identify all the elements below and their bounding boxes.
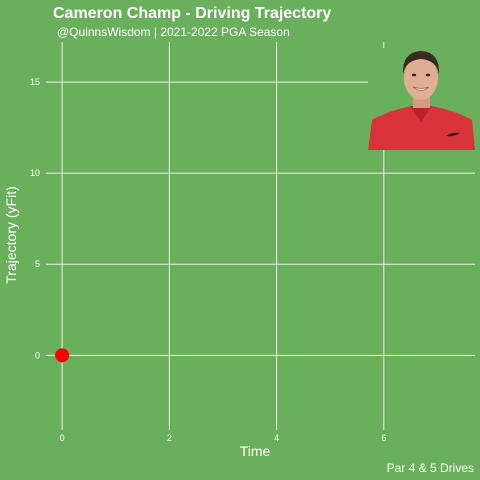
eye-shape (411, 73, 417, 77)
shirt-shape (368, 106, 475, 150)
x-tick-label: 0 (60, 433, 65, 443)
y-tick-label: 10 (30, 168, 40, 178)
y-tick-label: 5 (35, 259, 40, 269)
collar-shape (410, 106, 432, 122)
chart-caption: Par 4 & 5 Drives (387, 461, 474, 475)
y-axis-title: Trajectory (yFit) (3, 186, 19, 283)
y-tick-label: 15 (30, 77, 40, 87)
logo-mark (446, 132, 460, 137)
x-tick-label: 4 (274, 433, 279, 443)
smile-shape (412, 86, 430, 91)
player-headshot (368, 48, 475, 150)
face-shape (404, 56, 438, 100)
data-point (55, 348, 70, 363)
x-tick-label: 6 (381, 433, 386, 443)
y-tick-label: 0 (35, 350, 40, 360)
tick-labels: 0 2 4 6 0 5 10 15 (30, 77, 386, 443)
data-points (55, 348, 70, 363)
hair-shape (402, 51, 440, 74)
chart-subtitle: @QuinnsWisdom | 2021-2022 PGA Season (57, 25, 290, 39)
x-tick-label: 2 (167, 433, 172, 443)
chart-title: Cameron Champ - Driving Trajectory (53, 5, 331, 22)
eye-shape (425, 73, 431, 77)
x-axis-title: Time (240, 443, 271, 459)
